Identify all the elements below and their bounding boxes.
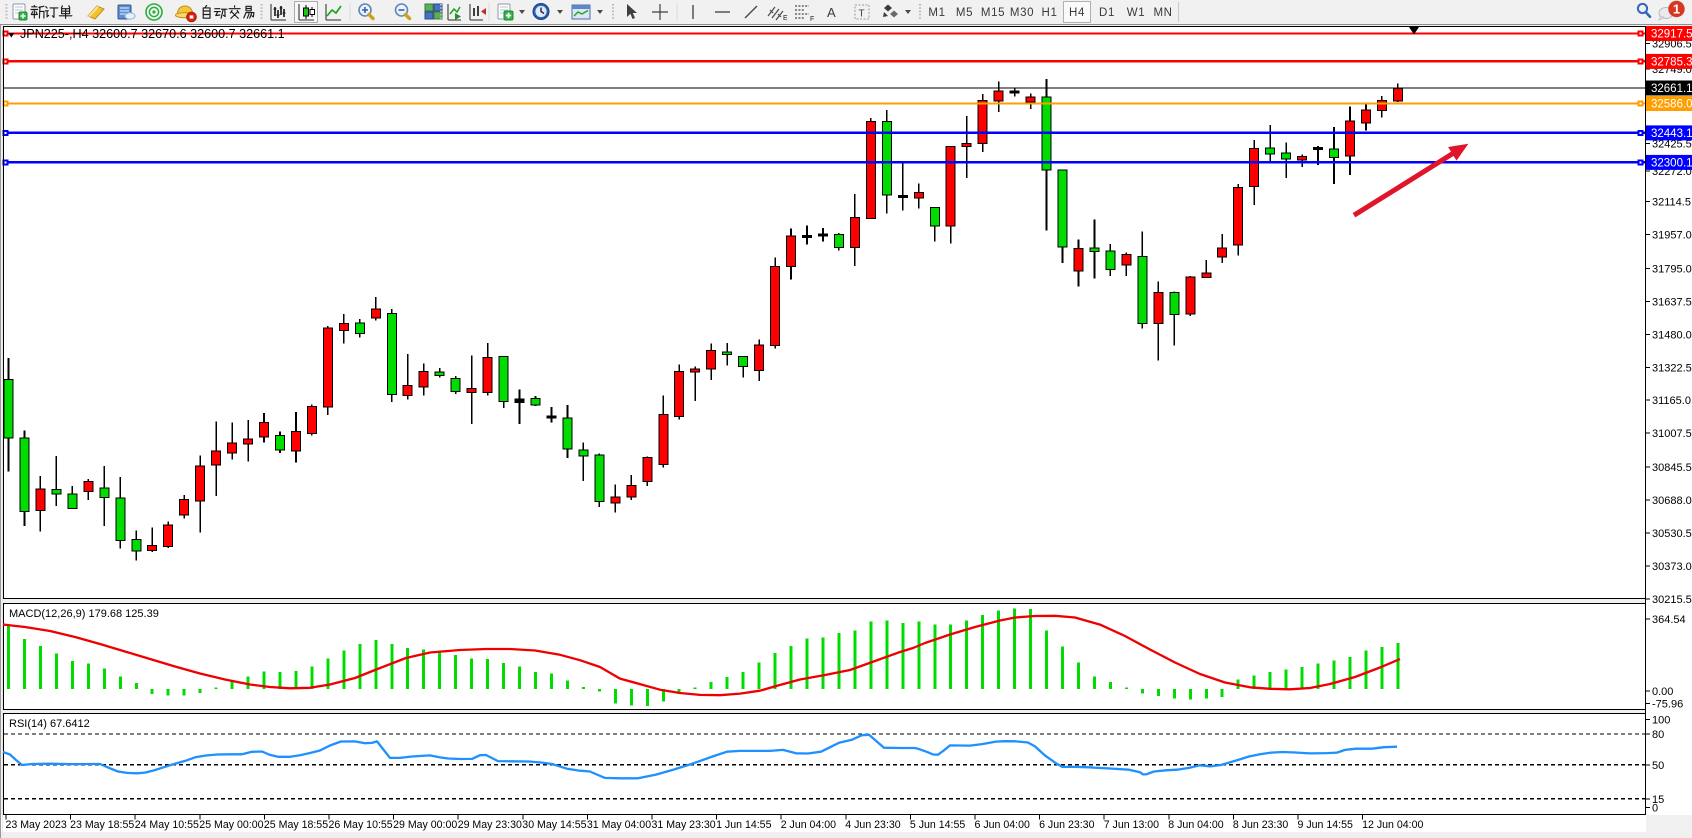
svg-text:D1: D1 [1099,7,1115,19]
svg-text:32917.5: 32917.5 [1651,29,1692,41]
svg-text:31007.5: 31007.5 [1652,428,1692,440]
svg-text:31 May 23:30: 31 May 23:30 [652,819,716,831]
svg-text:M15: M15 [981,7,1005,19]
svg-text:32785.3: 32785.3 [1651,57,1692,69]
svg-text:32906.5: 32906.5 [1652,39,1692,51]
svg-text:T: T [859,9,865,20]
svg-text:80: 80 [1652,729,1664,741]
svg-text:26 May 10:55: 26 May 10:55 [329,819,393,831]
svg-text:50: 50 [1652,760,1664,772]
svg-text:30 May 14:55: 30 May 14:55 [522,819,586,831]
svg-text:29 May 23:30: 29 May 23:30 [458,819,522,831]
svg-text:31957.0: 31957.0 [1652,230,1692,242]
svg-text:25 May 00:00: 25 May 00:00 [199,819,263,831]
svg-text:24 May 10:55: 24 May 10:55 [135,819,199,831]
svg-text:31795.0: 31795.0 [1652,263,1692,275]
svg-text:364.54: 364.54 [1652,614,1686,626]
svg-text:H1: H1 [1042,7,1058,19]
svg-text:8 Jun 04:00: 8 Jun 04:00 [1168,819,1223,831]
svg-text:31 May 04:00: 31 May 04:00 [587,819,651,831]
svg-text:0.00: 0.00 [1652,686,1673,698]
svg-text:32443.1: 32443.1 [1651,128,1692,140]
svg-text:30688.0: 30688.0 [1652,495,1692,507]
svg-text:6 Jun 04:00: 6 Jun 04:00 [975,819,1030,831]
svg-text:23 May 18:55: 23 May 18:55 [70,819,134,831]
svg-text:1 Jun 14:55: 1 Jun 14:55 [716,819,771,831]
svg-text:32114.5: 32114.5 [1652,197,1691,209]
svg-text:9 Jun 14:55: 9 Jun 14:55 [1298,819,1353,831]
svg-text:-75.96: -75.96 [1652,699,1683,711]
svg-text:32425.5: 32425.5 [1652,139,1692,151]
svg-text:2 Jun 04:00: 2 Jun 04:00 [781,819,836,831]
svg-text:31165.0: 31165.0 [1652,395,1691,407]
svg-text:F: F [810,16,814,23]
svg-text:MACD(12,26,9) 179.68 125.39: MACD(12,26,9) 179.68 125.39 [9,608,159,620]
svg-text:30845.5: 30845.5 [1652,462,1692,474]
svg-text:12 Jun 04:00: 12 Jun 04:00 [1362,819,1423,831]
svg-text:4 Jun 23:30: 4 Jun 23:30 [845,819,900,831]
svg-text:32586.0: 32586.0 [1651,99,1692,111]
svg-text:5 Jun 14:55: 5 Jun 14:55 [910,819,965,831]
svg-text:0: 0 [1652,802,1658,814]
svg-text:32300.1: 32300.1 [1651,158,1692,170]
svg-text:E: E [783,15,788,22]
svg-text:JPN225-,H4 32600.7 32670.6 32: JPN225-,H4 32600.7 32670.6 32600.7 32661… [20,27,285,41]
svg-text:M5: M5 [956,7,973,19]
svg-text:29 May 00:00: 29 May 00:00 [393,819,457,831]
svg-text:1: 1 [1673,2,1680,17]
svg-text:A: A [827,5,836,20]
svg-text:H4: H4 [1069,7,1085,19]
svg-text:6 Jun 23:30: 6 Jun 23:30 [1039,819,1094,831]
svg-text:23 May 2023: 23 May 2023 [6,819,67,831]
svg-text:31637.5: 31637.5 [1652,296,1692,308]
svg-text:100: 100 [1652,715,1670,727]
svg-text:32661.1: 32661.1 [1651,83,1692,95]
svg-text:30530.5: 30530.5 [1652,528,1692,540]
svg-text:M1: M1 [928,7,945,19]
svg-text:30373.0: 30373.0 [1652,561,1692,573]
svg-text:15: 15 [1652,794,1664,806]
svg-text:30215.5: 30215.5 [1652,594,1692,606]
svg-text:31480.0: 31480.0 [1652,329,1692,341]
svg-text:31322.5: 31322.5 [1652,362,1692,374]
svg-text:8 Jun 23:30: 8 Jun 23:30 [1233,819,1288,831]
svg-text:25 May 18:55: 25 May 18:55 [264,819,328,831]
svg-text:RSI(14) 67.6412: RSI(14) 67.6412 [9,718,90,730]
svg-text:MN: MN [1153,7,1172,19]
svg-text:M30: M30 [1010,7,1034,19]
svg-text:W1: W1 [1127,7,1145,19]
svg-text:7 Jun 13:00: 7 Jun 13:00 [1104,819,1159,831]
